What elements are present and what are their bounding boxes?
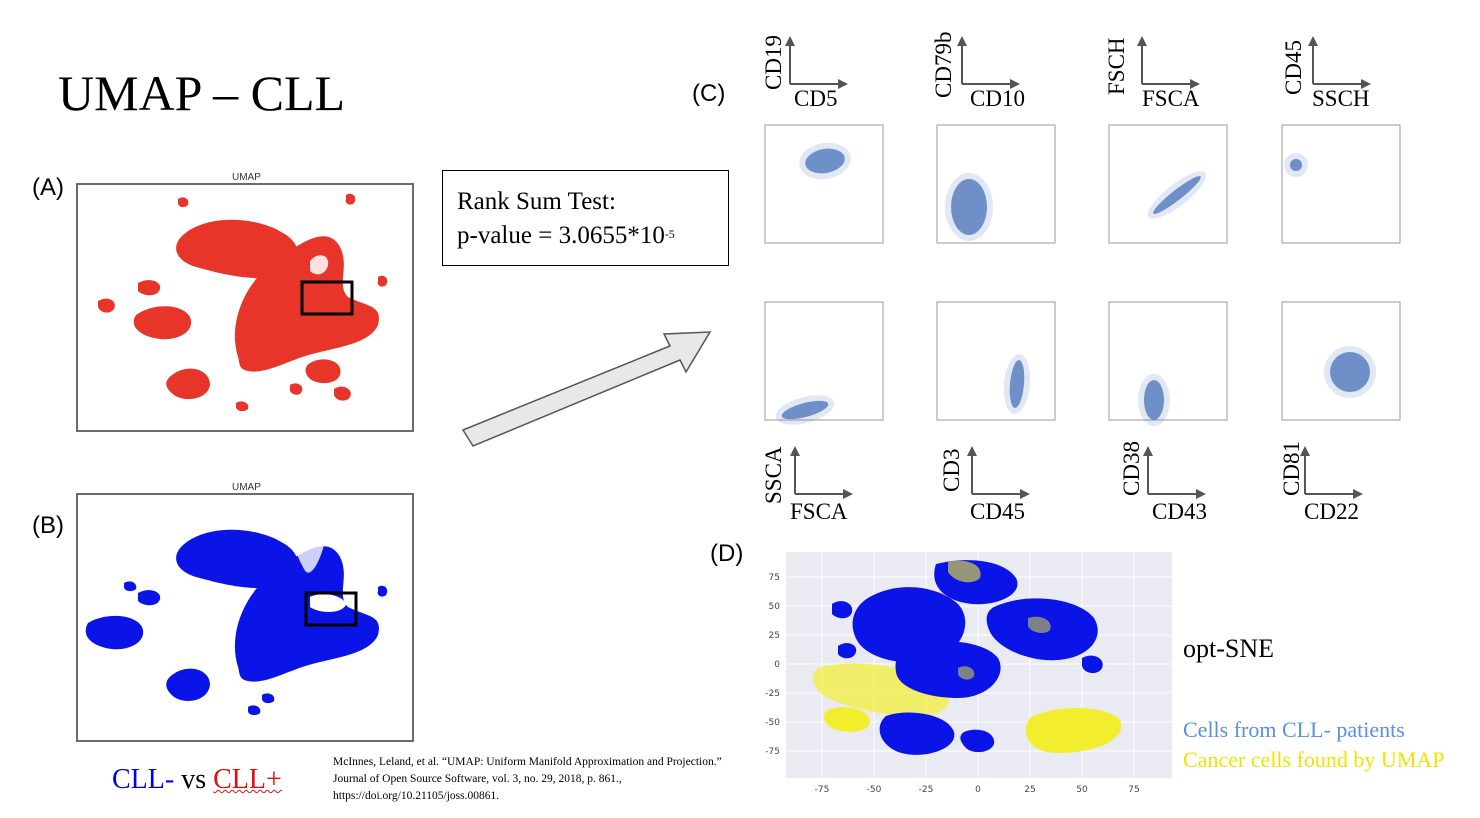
axis-x-top-4: SSCH: [1312, 86, 1370, 111]
rank-test-exponent: -5: [664, 227, 675, 241]
legend-vs: vs: [174, 764, 214, 795]
optsne-clusters: [812, 560, 1122, 755]
x-tick-label: 75: [1128, 785, 1139, 795]
slide-title: UMAP – CLL: [58, 65, 346, 121]
axis-arrows-icon: [785, 36, 848, 89]
panel-label-d: (D): [710, 540, 744, 567]
rank-test-pvalue: p-value = 3.0655*10: [457, 222, 665, 249]
legend-cll-pos: CLL+: [213, 764, 282, 795]
rank-test-line2: p-value = 3.0655*10-5: [457, 219, 728, 253]
umap-plot-b: [76, 493, 414, 742]
y-tick-label: -50: [765, 718, 780, 728]
x-tick-label: -25: [919, 785, 934, 795]
axis-arrows-icon: [1143, 446, 1206, 499]
x-tick-label: 50: [1076, 785, 1088, 795]
panel-label-b: (B): [32, 512, 64, 539]
axis-x-top-1: CD5: [794, 86, 838, 111]
umap-a-title: UMAP: [232, 172, 261, 183]
axis-arrows-icon: [1308, 36, 1371, 89]
x-tick-label: 25: [1024, 785, 1035, 795]
axis-x-bot-4: CD22: [1304, 499, 1359, 524]
legend-cll-neg: CLL-: [112, 764, 175, 795]
arrow-icon: [461, 331, 712, 447]
axis-x-bot-2: CD45: [970, 499, 1025, 524]
scatter-plot-1: [764, 124, 884, 244]
y-tick-label: -75: [765, 747, 780, 757]
y-tick-label: 75: [769, 573, 780, 583]
optsne-plot: -75 -50 -25 0 25 50 75 75 50 25 0 -25 -50 -75: [765, 552, 1172, 795]
y-tick-label: 0: [774, 660, 780, 670]
scatter-plot-2: [936, 124, 1056, 244]
scatter-plots-grid: [764, 36, 1401, 499]
axis-x-top-3: FSCA: [1142, 86, 1200, 111]
axis-y-top-4: CD45: [1281, 40, 1306, 95]
scatter-plot-8: [1281, 301, 1401, 421]
axis-y-top-2: CD79b: [931, 31, 956, 98]
x-tick-label: -75: [815, 785, 830, 795]
y-tick-label: 25: [769, 631, 780, 641]
umap-plot-a: [76, 183, 414, 432]
legend-cll-neg-patients: Cells from CLL- patients: [1183, 717, 1405, 742]
axis-x-bot-1: FSCA: [790, 499, 848, 524]
scatter-plot-4: [1281, 124, 1401, 244]
axis-y-bot-1: SSCA: [761, 446, 786, 504]
legend-cancer-cells: Cancer cells found by UMAP: [1183, 747, 1445, 772]
optsne-label: opt-SNE: [1183, 634, 1274, 663]
umap-b-title: UMAP: [232, 482, 261, 493]
axis-arrows-icon: [967, 446, 1030, 499]
y-tick-label: -25: [765, 689, 780, 699]
panel-label-c: (C): [692, 80, 726, 107]
rank-sum-test-box: Rank Sum Test: p-value = 3.0655*10-5: [442, 170, 729, 266]
citation: McInnes, Leland, et al. “UMAP: Uniform M…: [333, 756, 722, 802]
umap-b-clusters: [85, 525, 388, 716]
rank-test-line1: Rank Sum Test:: [457, 188, 616, 215]
axis-arrows-icon: [1300, 446, 1363, 499]
scatter-plot-6: [936, 301, 1056, 421]
axis-y-bot-3: CD38: [1119, 441, 1144, 496]
axis-x-top-2: CD10: [970, 86, 1025, 111]
axis-y-top-3: FSCH: [1104, 37, 1129, 95]
scatter-plot-3: [1108, 124, 1228, 244]
cll-legend: CLL- vs CLL+: [112, 764, 282, 796]
scatter-plot-5: [764, 301, 884, 425]
y-tick-label: 50: [769, 602, 781, 612]
axis-arrows-icon: [790, 446, 853, 499]
panel-label-a: (A): [32, 174, 64, 201]
umap-a-clusters: [98, 193, 388, 412]
x-tick-label: 0: [975, 785, 981, 795]
axis-y-bot-4: CD81: [1279, 441, 1304, 496]
axis-arrows-icon: [1137, 36, 1200, 89]
axis-y-bot-2: CD3: [939, 448, 964, 492]
axis-x-bot-3: CD43: [1152, 499, 1207, 524]
scatter-plot-7: [1108, 301, 1228, 426]
axis-arrows-icon: [957, 36, 1020, 89]
axis-y-top-1: CD19: [761, 35, 786, 90]
x-tick-label: -50: [867, 785, 882, 795]
